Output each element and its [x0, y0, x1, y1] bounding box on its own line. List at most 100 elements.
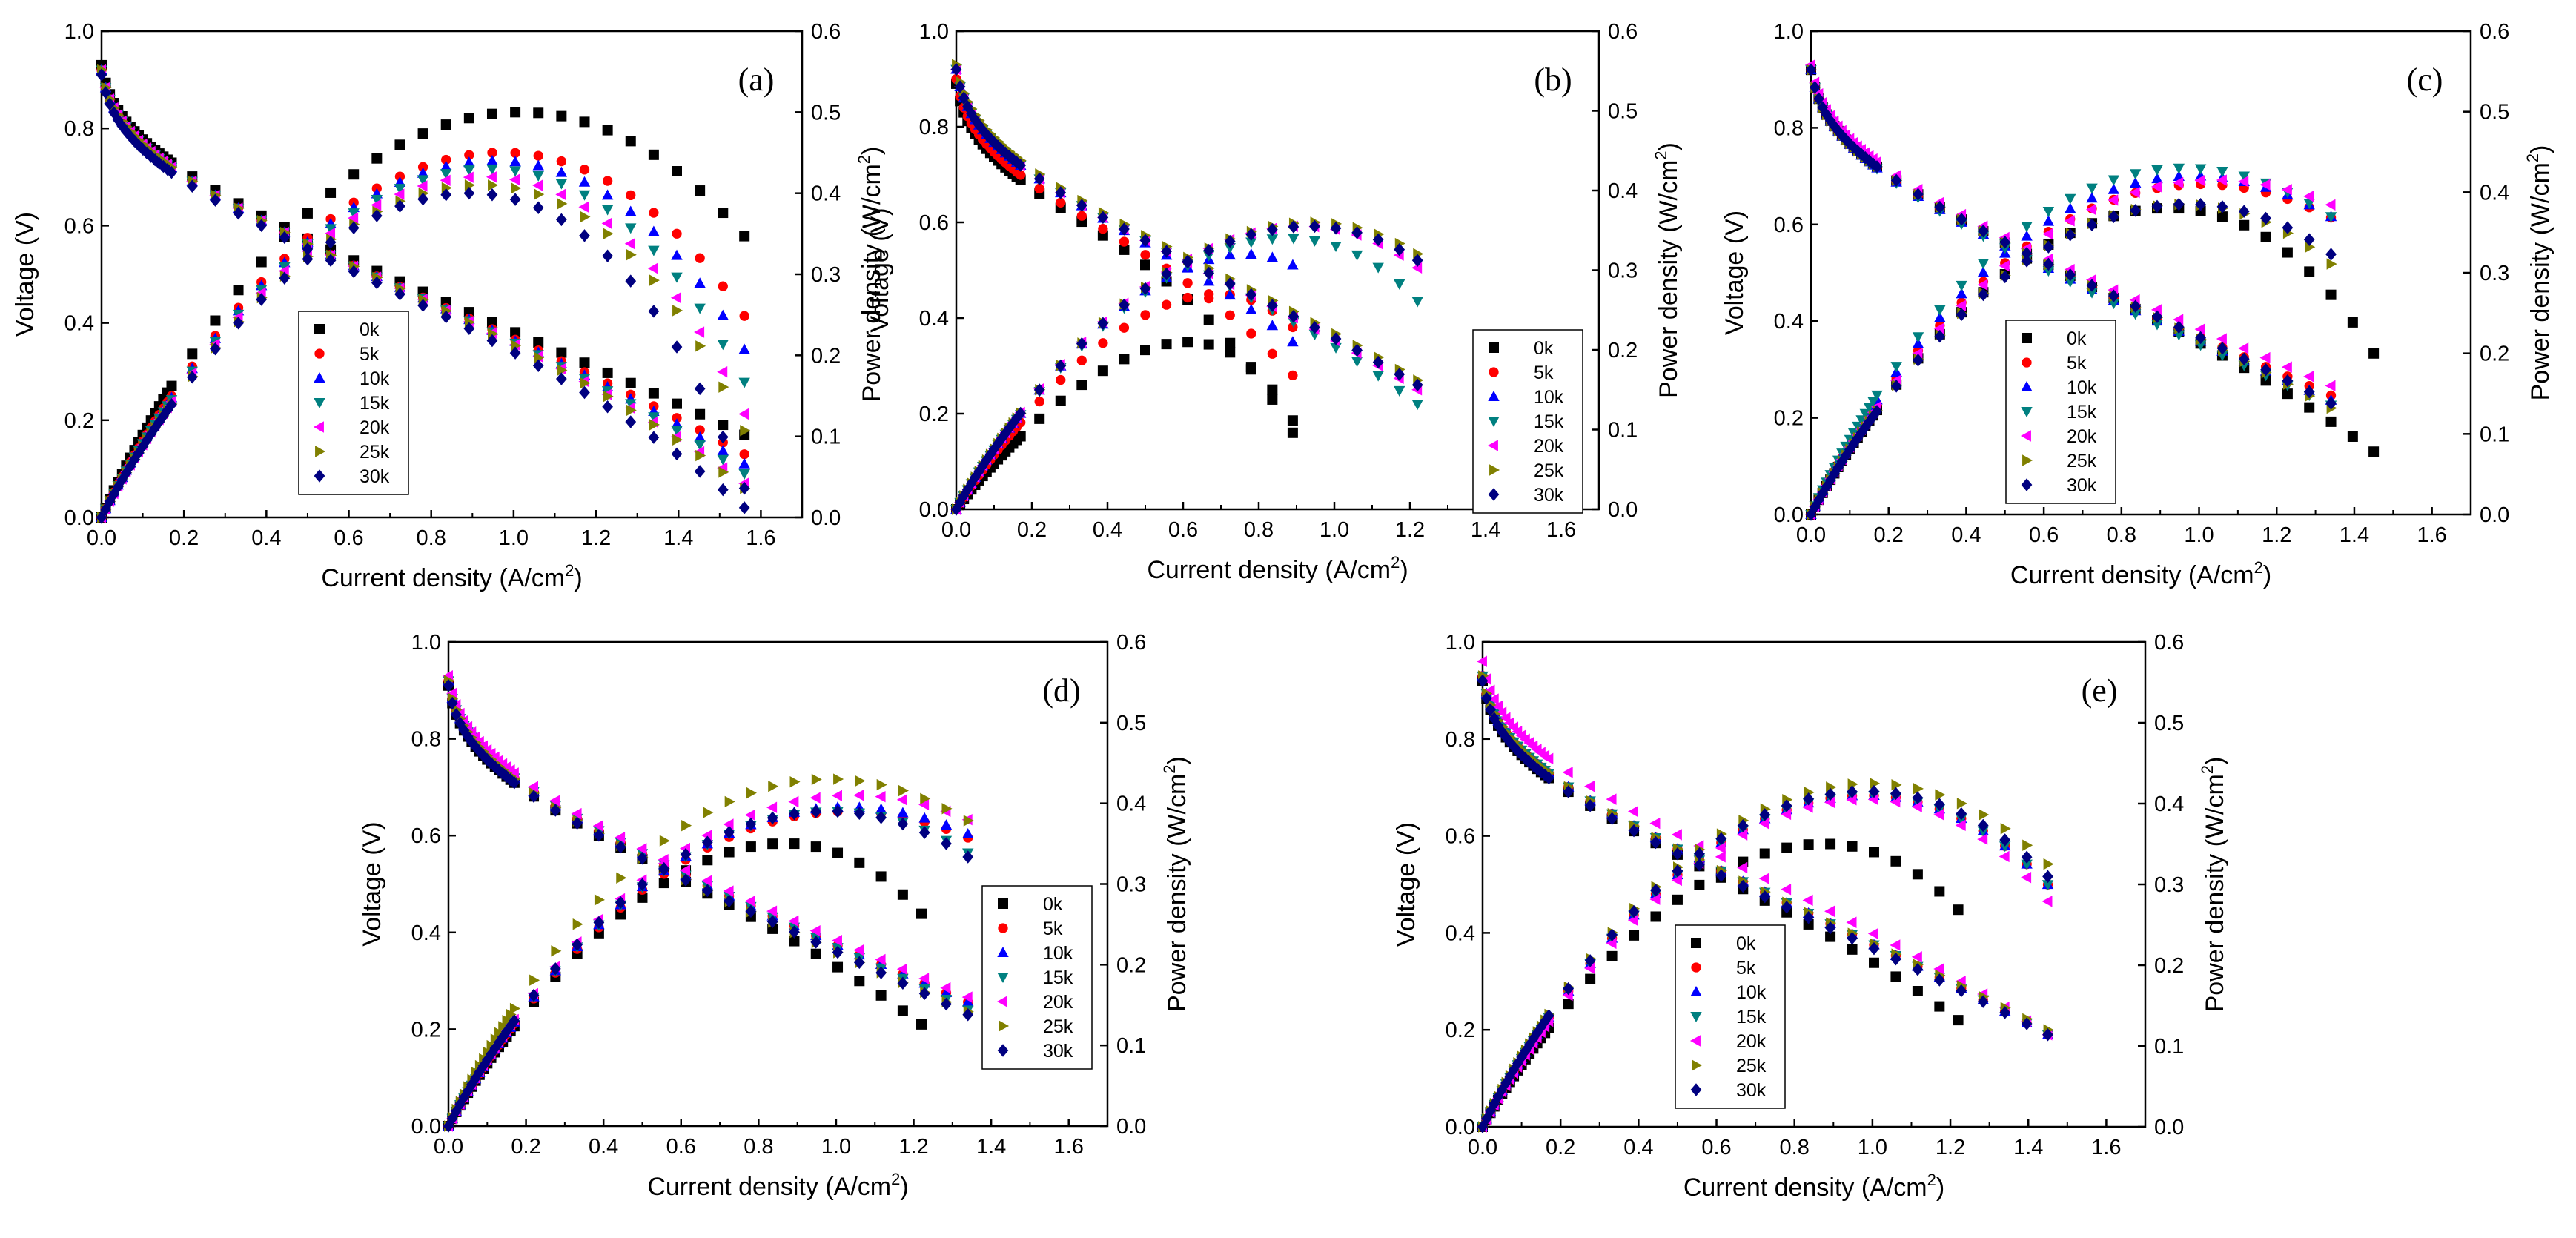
power-point: [233, 316, 244, 330]
y-right-tick-label: 0.2: [2154, 954, 2184, 978]
x-tick-label: 0.0: [941, 518, 971, 542]
x-tick-label: 0.2: [511, 1135, 540, 1159]
legend: 0k 5k 10k 15k 20k 25k 30k: [1675, 924, 1786, 1109]
power-point: [811, 773, 822, 786]
power-point: [918, 798, 930, 811]
power-point: [717, 340, 729, 351]
power-point: [915, 908, 927, 919]
power-point: [2260, 231, 2271, 242]
power-point: [1649, 893, 1661, 905]
power-point: [1034, 396, 1044, 407]
voltage-point: [1504, 735, 1516, 749]
power-point: [1912, 869, 1923, 880]
power-point: [602, 176, 613, 186]
power-point: [1119, 322, 1130, 333]
y-left-tick-label: 1.0: [1446, 631, 1475, 655]
voltage-point: [579, 385, 590, 400]
power-point: [2021, 230, 2033, 241]
voltage-point: [2151, 310, 2163, 323]
voltage-point: [1606, 793, 1617, 805]
power-point: [2173, 163, 2185, 174]
voltage-point: [1803, 910, 1814, 924]
x-tick-label: 0.0: [1796, 523, 1826, 547]
legend: 0k 5k 10k 15k 20k 25k 30k: [981, 885, 1093, 1070]
power-point: [2108, 175, 2120, 186]
x-tick-label: 0.2: [1874, 523, 1904, 547]
y-left-tick-label: 0.2: [411, 1018, 441, 1042]
power-point: [2239, 219, 2250, 231]
power-point: [1245, 237, 1257, 248]
power-point: [2194, 174, 2205, 187]
power-point: [626, 190, 636, 201]
voltage-point: [626, 404, 637, 417]
power-point: [1890, 795, 1901, 808]
power-point: [962, 850, 974, 864]
voltage-point: [1119, 244, 1130, 255]
voltage-point: [592, 820, 603, 832]
voltage-point: [527, 781, 538, 793]
voltage-point: [2173, 314, 2184, 325]
power-point: [1758, 818, 1769, 830]
power-point: [601, 217, 612, 230]
power-point: [672, 305, 683, 317]
power-point: [490, 1033, 501, 1045]
power-point: [1182, 254, 1193, 268]
voltage-point: [1182, 278, 1193, 288]
power-point: [1912, 332, 1924, 343]
power-point: [2151, 199, 2163, 213]
power-point: [1715, 842, 1726, 854]
y-left-axis-title: Voltage (V): [1392, 822, 1420, 947]
y-right-tick-label: 0.6: [2154, 631, 2184, 655]
power-point: [578, 190, 591, 201]
power-point: [739, 311, 749, 321]
voltage-point: [1246, 328, 1256, 339]
voltage-point: [1584, 799, 1596, 812]
power-point: [694, 326, 705, 338]
voltage-point: [789, 925, 800, 939]
voltage-point: [2065, 268, 2076, 282]
power-point: [2129, 177, 2142, 188]
power-point: [1868, 784, 1880, 798]
power-point: [637, 892, 648, 903]
power-point: [1007, 417, 1019, 430]
x-tick-label: 1.6: [2091, 1136, 2121, 1159]
legend-marker: [998, 898, 1008, 909]
voltage-point: [958, 91, 970, 105]
legend-box: [2005, 320, 2116, 504]
voltage-point: [1672, 847, 1683, 861]
legend-label: 25k: [1043, 1016, 1073, 1037]
voltage-point: [233, 206, 244, 220]
power-point: [1953, 904, 1964, 916]
power-point: [1097, 365, 1108, 377]
power-point: [2086, 192, 2098, 203]
legend-box: [1675, 924, 1786, 1109]
power-point: [533, 150, 543, 161]
x-tick-label: 0.4: [1623, 1136, 1653, 1159]
power-point: [2086, 183, 2098, 194]
power-point: [1098, 338, 1108, 348]
y-right-tick-label: 0.4: [2154, 792, 2184, 816]
voltage-point: [738, 457, 750, 469]
power-point: [486, 154, 498, 165]
power-point: [2216, 167, 2228, 178]
voltage-point: [2195, 331, 2206, 345]
power-point: [371, 153, 383, 164]
y-left-tick-label: 0.4: [64, 312, 94, 336]
voltage-point: [809, 924, 821, 937]
power-point: [603, 228, 614, 240]
voltage-point: [672, 434, 683, 446]
voltage-point: [671, 426, 683, 437]
y-right-tick-label: 0.0: [2154, 1116, 2184, 1139]
power-point: [625, 205, 637, 216]
legend-marker: [2020, 430, 2031, 442]
power-point: [647, 262, 658, 274]
x-tick-label: 1.2: [2262, 523, 2291, 547]
power-point: [658, 878, 669, 889]
power-point: [1563, 982, 1575, 996]
legend-marker: [2021, 407, 2033, 418]
power-point: [1119, 298, 1130, 312]
voltage-point: [1912, 986, 1923, 997]
power-point: [532, 201, 544, 214]
voltage-point: [256, 219, 268, 233]
power-point: [166, 380, 177, 391]
